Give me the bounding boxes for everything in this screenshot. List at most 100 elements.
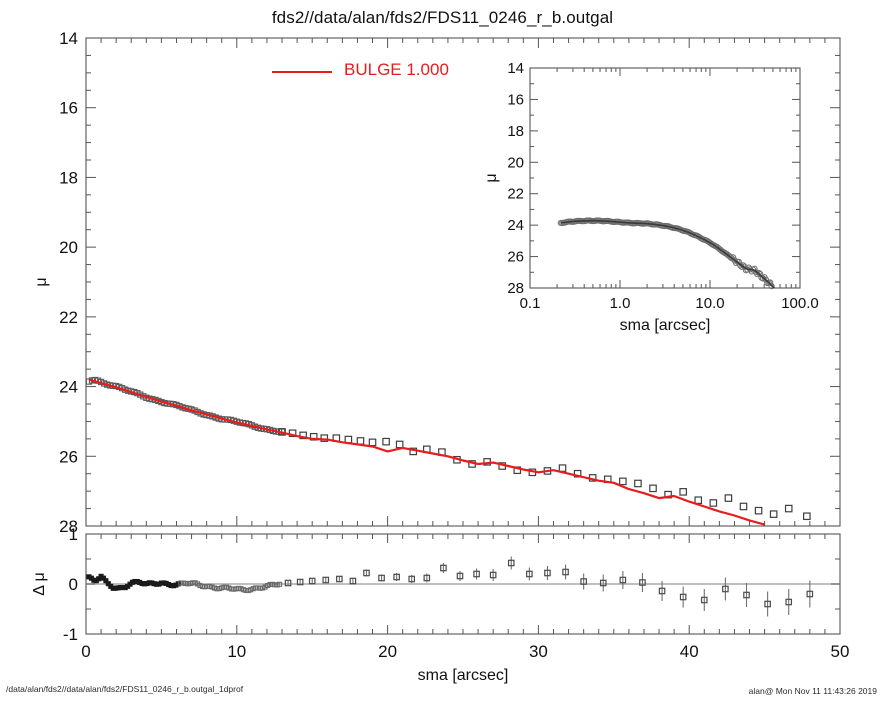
inset-y-tick-label: 18 bbox=[507, 123, 524, 140]
inset-data-point bbox=[768, 283, 775, 290]
residual-point bbox=[544, 569, 551, 577]
inset-x-axis-label: sma [arcsec] bbox=[620, 317, 711, 334]
residual-point bbox=[599, 579, 607, 587]
inset-y-tick-label: 28 bbox=[507, 280, 524, 297]
main-model-line bbox=[88, 378, 765, 526]
legend-bulge-label: BULGE 1.000 bbox=[344, 60, 449, 79]
footer-path: /data/alan/fds2//data/alan/fds2/FDS11_02… bbox=[6, 684, 244, 694]
residual-point bbox=[322, 576, 330, 584]
inset-y-axis-label: μ bbox=[483, 173, 500, 182]
residual-point bbox=[562, 568, 569, 576]
page-title: fds2//data/alan/fds2/FDS11_0246_r_b.outg… bbox=[271, 8, 614, 27]
residual-point bbox=[619, 576, 627, 584]
main-y-tick-label: 16 bbox=[59, 99, 78, 118]
main-data-point bbox=[382, 437, 390, 446]
main-data-point bbox=[784, 504, 793, 513]
main-y-tick-label: 18 bbox=[59, 168, 78, 187]
inset-y-tick-label: 20 bbox=[507, 154, 524, 171]
residual-point bbox=[378, 574, 385, 582]
inset-x-tick-label: 0.1 bbox=[520, 295, 541, 312]
x-tick-label: 50 bbox=[831, 642, 850, 661]
residual-point bbox=[423, 574, 431, 582]
main-data-point bbox=[649, 484, 657, 493]
inset-trend-line bbox=[560, 219, 775, 289]
residual-y-tick-label: -1 bbox=[63, 625, 78, 644]
residual-point bbox=[336, 575, 343, 583]
main-y-tick-label: 20 bbox=[59, 238, 78, 257]
main-y-tick-label: 24 bbox=[59, 378, 78, 397]
main-data-point bbox=[694, 496, 703, 505]
main-data-point bbox=[320, 434, 329, 442]
inset-x-tick-label: 1.0 bbox=[610, 295, 631, 312]
legend-bulge: BULGE 1.000 bbox=[272, 60, 502, 86]
residual-point bbox=[308, 577, 316, 585]
main-data-point bbox=[299, 431, 307, 440]
inset-y-tick-label: 22 bbox=[507, 186, 524, 203]
residual-point bbox=[284, 579, 292, 587]
residual-point bbox=[700, 596, 708, 604]
residual-point bbox=[764, 600, 771, 608]
main-data-point bbox=[619, 477, 627, 486]
main-data-point bbox=[709, 499, 718, 507]
main-data-point bbox=[724, 494, 733, 502]
x-tick-label: 10 bbox=[227, 642, 246, 661]
residual-point bbox=[679, 593, 687, 601]
inset-x-tick-label: 10.0 bbox=[695, 295, 724, 312]
residual-point bbox=[440, 564, 447, 572]
main-observed-series bbox=[85, 376, 811, 521]
residual-point bbox=[658, 587, 666, 595]
main-y-tick-label: 22 bbox=[59, 308, 78, 327]
footer-user-timestamp: alan@ Mon Nov 11 11:43:26 2019 bbox=[748, 686, 877, 696]
residual-point bbox=[639, 579, 646, 586]
residual-point bbox=[785, 598, 793, 606]
residual-y-axis-label: Δ μ bbox=[31, 572, 48, 595]
main-profile-panel: 14 16 18 20 22 24 26 28 μ bbox=[33, 29, 841, 536]
x-tick-label: 30 bbox=[529, 642, 548, 661]
residual-point bbox=[580, 578, 587, 585]
x-tick-label: 0 bbox=[81, 642, 90, 661]
inset-y-tick-label: 26 bbox=[507, 249, 524, 266]
inset-data-point bbox=[759, 275, 767, 282]
inset-x-tick-label: 100.0 bbox=[781, 295, 819, 312]
residual-point bbox=[456, 572, 464, 580]
residual-point bbox=[473, 570, 480, 578]
main-y-tick-label: 26 bbox=[59, 447, 78, 466]
main-data-point bbox=[395, 440, 404, 449]
residual-point bbox=[526, 570, 533, 578]
residual-y-tick-label: 0 bbox=[69, 575, 78, 594]
main-y-axis-label: μ bbox=[33, 277, 50, 286]
main-data-point bbox=[634, 479, 642, 488]
residual-point bbox=[349, 577, 357, 585]
residual-point bbox=[296, 578, 304, 586]
inset-y-tick-label: 16 bbox=[507, 91, 524, 108]
residual-point bbox=[408, 575, 416, 583]
residual-series bbox=[86, 556, 814, 617]
residual-point bbox=[722, 585, 729, 593]
main-data-point bbox=[769, 510, 778, 518]
residual-point bbox=[743, 591, 750, 599]
inset-data-point bbox=[755, 269, 762, 276]
inset-panel: 14 16 18 20 22 24 26 280.1 1.0 10.0 100.0 μ sma [arc… bbox=[483, 60, 819, 334]
inset-data-point bbox=[737, 262, 744, 269]
residual-point bbox=[393, 573, 400, 581]
main-data-point bbox=[356, 437, 365, 445]
residual-point bbox=[507, 559, 515, 567]
residual-y-tick-label: 1 bbox=[69, 525, 78, 544]
main-data-point bbox=[679, 488, 687, 496]
main-data-point bbox=[368, 438, 377, 447]
inset-background bbox=[530, 68, 800, 288]
x-axis-label: sma [arcsec] bbox=[418, 667, 509, 684]
main-data-point bbox=[739, 502, 748, 511]
residual-point bbox=[277, 581, 283, 587]
residual-point bbox=[489, 571, 497, 579]
main-data-point bbox=[754, 506, 763, 515]
main-data-point bbox=[803, 512, 811, 521]
residual-point bbox=[806, 590, 814, 598]
main-y-tick-label: 14 bbox=[59, 29, 78, 48]
inset-y-tick-label: 24 bbox=[507, 217, 524, 234]
main-y-tick-label: 28 bbox=[59, 517, 78, 536]
main-data-point bbox=[558, 464, 567, 472]
